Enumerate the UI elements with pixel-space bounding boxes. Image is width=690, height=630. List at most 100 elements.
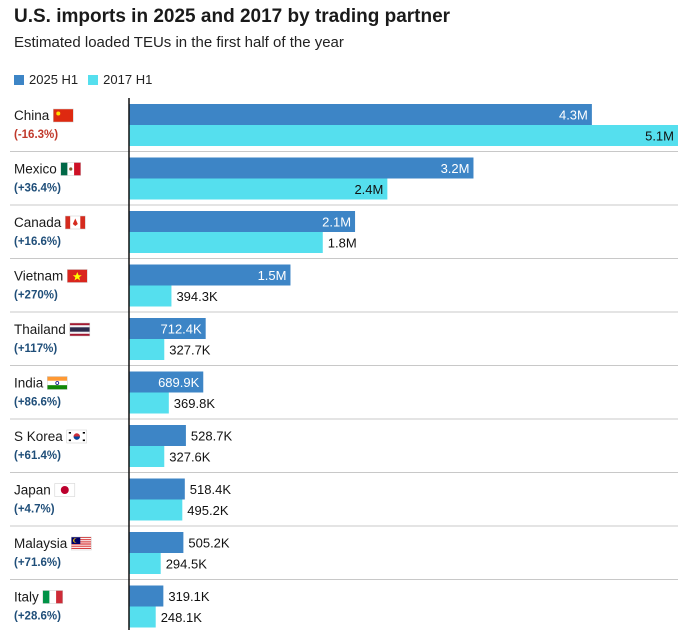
bar-2017 xyxy=(129,125,678,146)
bar-2017 xyxy=(129,446,165,467)
chart-title: U.S. imports in 2025 and 2017 by trading… xyxy=(14,6,451,27)
value-label-2025: 319.1K xyxy=(168,589,210,604)
change-label: (+86.6%) xyxy=(14,397,61,409)
value-label-2017: 5.1M xyxy=(645,129,674,144)
flag-part xyxy=(74,162,81,176)
category-label: Japan xyxy=(14,483,51,498)
flag-part xyxy=(72,272,82,281)
category-label: India xyxy=(14,376,44,391)
flag-part xyxy=(68,439,71,442)
bar-2025 xyxy=(129,532,184,553)
flag-part xyxy=(80,216,86,229)
bar-2017 xyxy=(129,392,169,414)
legend-swatch-2025 xyxy=(14,74,24,85)
flag-part xyxy=(71,537,92,539)
bar-2025 xyxy=(129,425,186,446)
china-flag-icon xyxy=(53,108,74,123)
value-label-2025: 712.4K xyxy=(160,322,202,337)
category-label: Malaysia xyxy=(14,536,68,551)
flag-part xyxy=(56,111,61,116)
vietnam-flag-icon xyxy=(67,269,88,283)
bar-2017 xyxy=(129,285,172,307)
flag-part xyxy=(71,548,92,550)
bar-2017 xyxy=(129,232,323,253)
flag-part xyxy=(82,432,85,434)
bar-2025 xyxy=(129,318,206,339)
value-label-2017: 294.5K xyxy=(166,557,208,572)
flag-part xyxy=(42,590,50,604)
flag-part xyxy=(71,547,92,549)
chart-subtitle: Estimated loaded TEUs in the first half … xyxy=(14,34,344,51)
flag-part xyxy=(74,538,79,543)
legend-label-2025: 2025 H1 xyxy=(29,72,79,87)
change-label: (-16.3%) xyxy=(14,129,58,141)
category-label: Canada xyxy=(14,215,62,230)
value-label-2025: 1.5M xyxy=(258,268,287,283)
canada-flag-icon xyxy=(65,215,86,230)
india-flag-icon xyxy=(47,376,68,390)
flag-part xyxy=(71,545,92,547)
value-label-2017: 394.3K xyxy=(176,289,218,304)
change-label: (+270%) xyxy=(14,290,58,302)
bar-2017 xyxy=(129,499,183,521)
flag-part xyxy=(71,542,92,544)
category-label: Italy xyxy=(14,590,39,605)
bar-2025 xyxy=(129,211,356,232)
value-label-2017: 2.4M xyxy=(354,182,383,197)
legend-item-2017: 2017 H1 xyxy=(88,72,152,87)
flag-part xyxy=(82,439,85,442)
flag-part xyxy=(47,385,68,390)
value-label-2017: 327.6K xyxy=(169,450,211,465)
flag-part xyxy=(71,540,92,542)
flag-part xyxy=(71,544,92,546)
change-label: (+28.6%) xyxy=(14,611,61,623)
bar-2017 xyxy=(129,606,156,628)
flag-part xyxy=(69,167,73,171)
flag-part xyxy=(72,218,78,226)
value-label-2025: 505.2K xyxy=(188,536,230,551)
malaysia-flag-icon xyxy=(71,536,92,551)
flag-part xyxy=(71,541,92,543)
legend-label-2017: 2017 H1 xyxy=(103,72,153,87)
value-label-2025: 689.9K xyxy=(158,375,200,390)
flag-part xyxy=(47,376,68,381)
category-label: Thailand xyxy=(14,322,66,337)
flag-part xyxy=(71,543,92,545)
legend: 2025 H1 2017 H1 xyxy=(14,72,162,87)
flag-part xyxy=(49,590,57,604)
change-label: (+16.6%) xyxy=(14,236,61,248)
change-label: (+117%) xyxy=(14,343,57,355)
change-label: (+61.4%) xyxy=(14,450,61,462)
value-label-2025: 4.3M xyxy=(559,108,588,123)
flag-part xyxy=(56,590,63,604)
bar-2025 xyxy=(129,104,592,125)
flag-part xyxy=(71,538,92,540)
change-label: (+36.4%) xyxy=(14,183,61,195)
bar-2025 xyxy=(129,585,164,607)
legend-item-2025: 2025 H1 xyxy=(14,72,78,87)
change-label: (+71.6%) xyxy=(14,557,61,569)
value-label-2017: 327.7K xyxy=(169,343,211,358)
flag-part xyxy=(60,486,69,494)
bar-2017 xyxy=(129,178,388,200)
flag-part xyxy=(73,436,80,440)
flag-part xyxy=(71,539,92,541)
bar-2025 xyxy=(129,264,291,286)
mexico-flag-icon xyxy=(60,162,82,176)
flag-part xyxy=(68,432,71,434)
thailand-flag-icon xyxy=(69,322,91,337)
category-label: S Korea xyxy=(14,429,63,444)
category-label: Mexico xyxy=(14,162,57,177)
category-label: China xyxy=(14,108,50,123)
legend-swatch-2017 xyxy=(88,74,99,85)
value-label-2017: 248.1K xyxy=(161,610,203,625)
italy-flag-icon xyxy=(42,590,64,604)
flag-part xyxy=(60,162,68,176)
flag-part xyxy=(65,216,71,229)
value-label-2025: 518.4K xyxy=(190,482,232,497)
south-korea-flag-icon xyxy=(66,429,88,444)
value-label-2017: 495.2K xyxy=(187,503,229,518)
japan-flag-icon xyxy=(54,483,76,497)
flag-part xyxy=(53,109,74,122)
